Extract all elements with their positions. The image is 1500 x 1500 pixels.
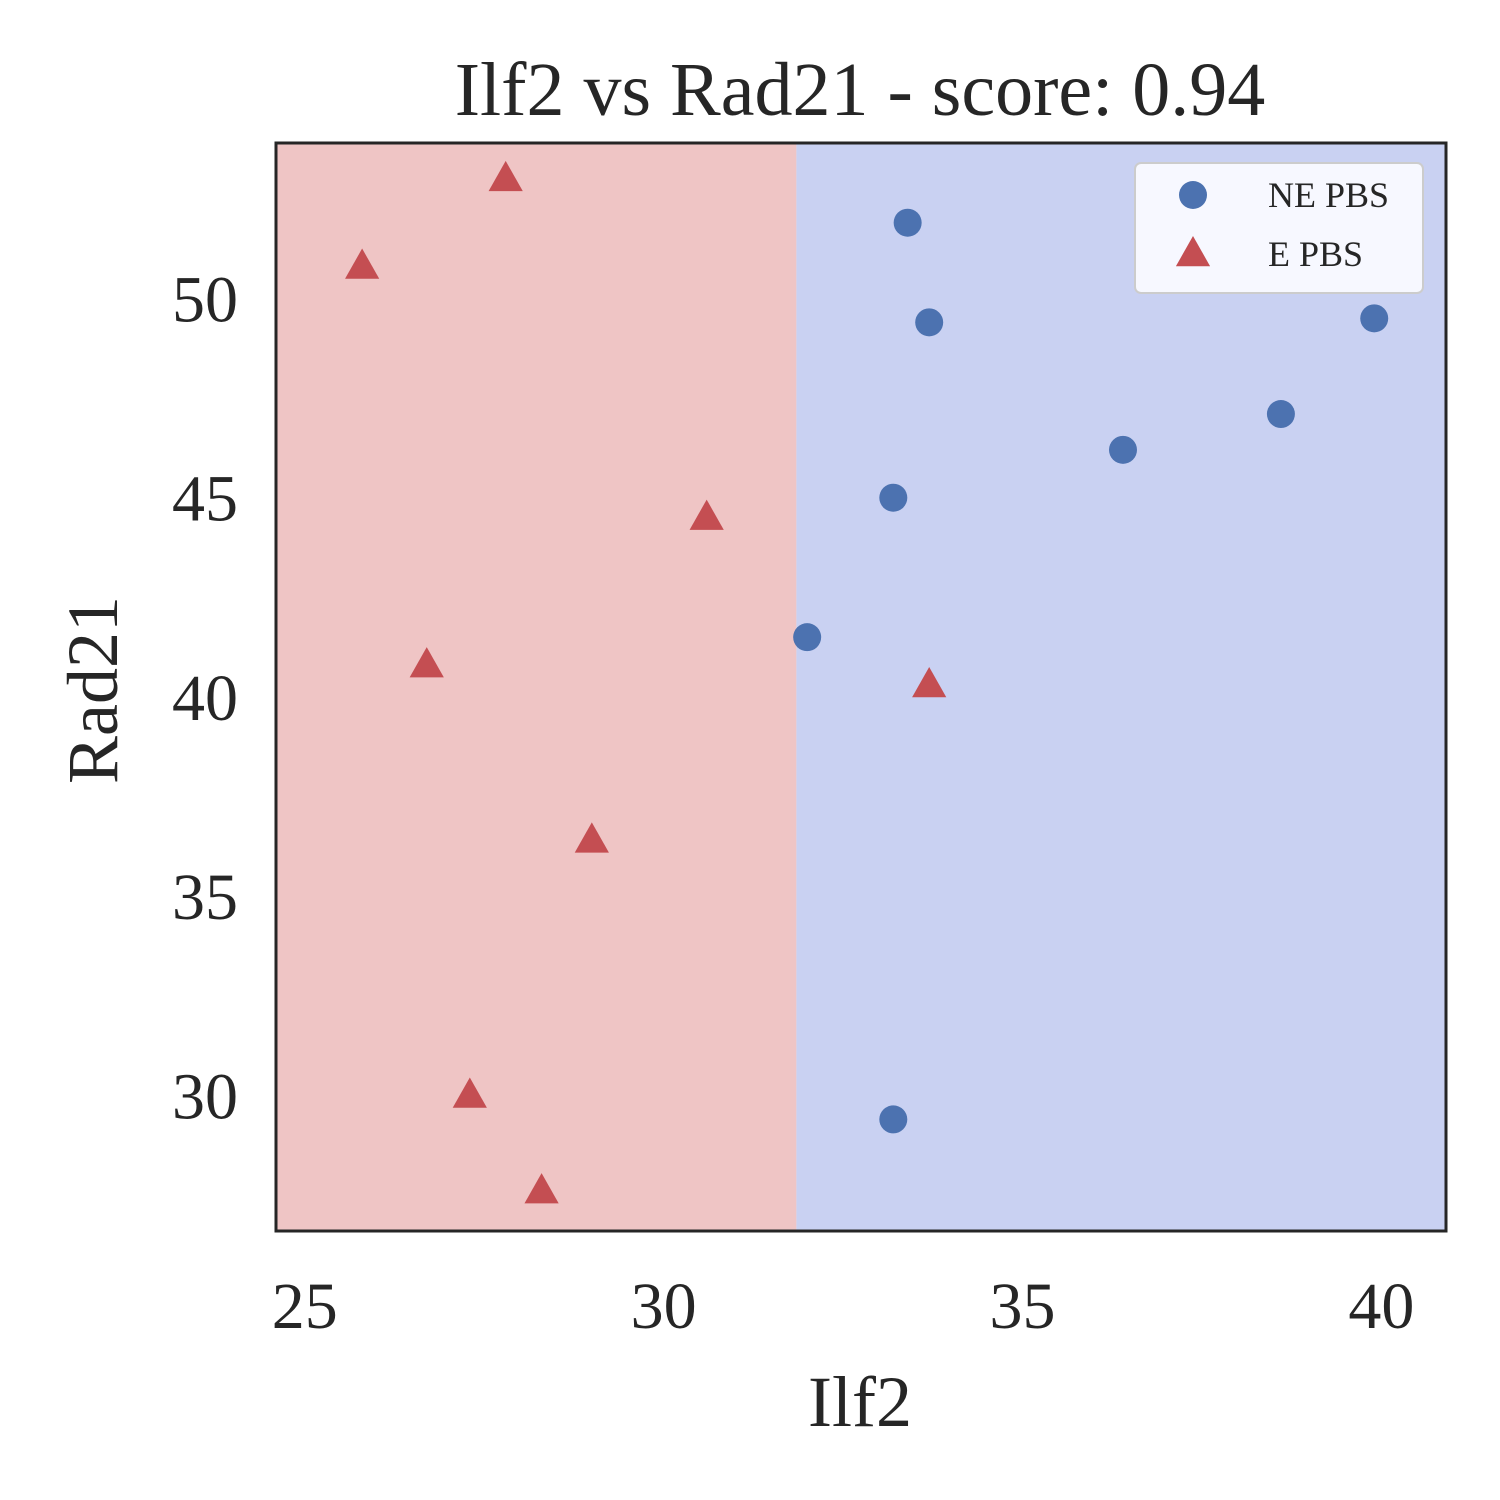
e-pbs-point xyxy=(452,1077,487,1108)
y-tick-label: 40 xyxy=(172,662,238,735)
x-axis-label: Ilf2 xyxy=(808,1362,912,1442)
x-tick-label: 35 xyxy=(990,1270,1056,1343)
e-pbs-point xyxy=(488,160,523,192)
y-tick-label: 35 xyxy=(172,861,238,934)
y-tick-label: 45 xyxy=(172,463,238,536)
chart-title: Ilf2 vs Rad21 - score: 0.94 xyxy=(455,48,1266,132)
ne-pbs-point xyxy=(915,308,944,337)
e-pbs-point xyxy=(524,1173,559,1204)
y-tick-label: 30 xyxy=(172,1060,238,1133)
data-points xyxy=(345,160,1389,1204)
ne-pbs-point xyxy=(1108,435,1137,464)
legend-box xyxy=(1134,162,1424,294)
legend: NE PBS E PBS xyxy=(1134,162,1424,294)
e-pbs-point xyxy=(345,248,380,279)
region-ne-pbs xyxy=(796,143,1446,1231)
x-tick-label: 40 xyxy=(1348,1270,1414,1343)
x-tick-label: 25 xyxy=(272,1270,338,1343)
ne-pbs-point xyxy=(1360,304,1389,333)
e-pbs-point xyxy=(409,647,444,678)
y-axis-label: Rad21 xyxy=(53,596,133,784)
ne-pbs-point xyxy=(893,208,922,237)
e-pbs-point xyxy=(912,667,947,698)
ne-pbs-point xyxy=(1266,400,1295,429)
legend-label-e-pbs: E PBS xyxy=(1268,234,1363,274)
legend-label-ne-pbs: NE PBS xyxy=(1268,175,1389,215)
y-tick-label: 50 xyxy=(172,263,238,336)
plot-frame xyxy=(274,141,1448,1233)
x-axis-ticks: 25 30 35 40 xyxy=(272,1270,1415,1343)
legend-marker-ne-pbs xyxy=(1179,181,1207,209)
ne-pbs-point xyxy=(879,483,908,512)
decision-regions xyxy=(276,143,1446,1231)
legend-marker-e-pbs xyxy=(1175,236,1211,267)
y-axis-ticks: 30 35 40 45 50 xyxy=(172,263,238,1133)
ne-pbs-point xyxy=(879,1105,908,1134)
e-pbs-point xyxy=(689,499,724,530)
region-e-pbs xyxy=(276,143,797,1231)
e-pbs-point xyxy=(574,822,609,853)
ne-pbs-point xyxy=(793,623,822,652)
x-tick-label: 30 xyxy=(631,1270,697,1343)
